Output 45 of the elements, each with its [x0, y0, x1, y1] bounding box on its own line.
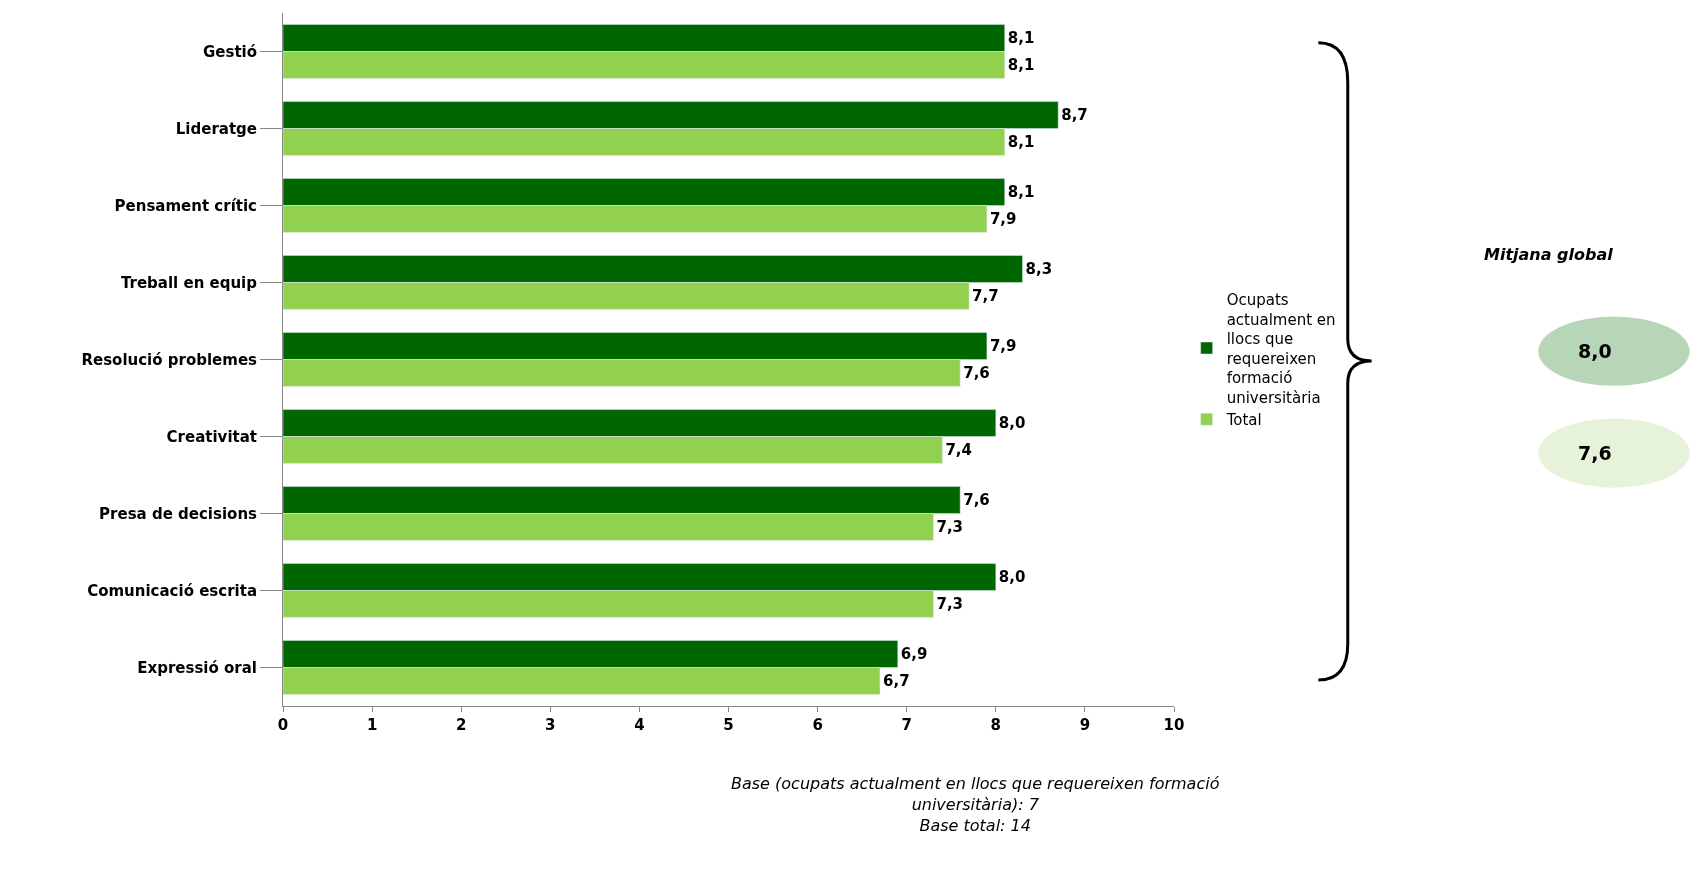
data-label: 7,9: [989, 209, 1017, 228]
data-label: 8,1: [1007, 183, 1035, 202]
text: Mitjana global: [1484, 245, 1614, 264]
x-tick-label: 3: [545, 716, 556, 734]
data-label: 6,9: [900, 645, 928, 664]
y-tick-label: Creativitat: [166, 427, 257, 446]
data-label: 7,3: [936, 517, 964, 536]
x-tick-label: 2: [455, 716, 467, 734]
text: Base total: 14: [919, 815, 1031, 835]
text: Base (ocupats actualment en llocs que requereixen formació universitària): 7: [731, 774, 1220, 814]
data-label: 7,6: [963, 491, 990, 510]
data-label: 7,6: [963, 363, 990, 382]
x-tick-label: 9: [1079, 716, 1091, 734]
data-label: 8,1: [1007, 55, 1035, 74]
data-label: 7,9: [989, 337, 1017, 356]
y-tick-label: Lideratge: [175, 119, 257, 138]
y-tick-label: Resolució problemes: [81, 350, 258, 369]
data-label: 7,4: [945, 440, 972, 459]
text: 7,6: [1578, 442, 1612, 464]
data-label: 8,1: [1007, 29, 1035, 48]
y-tick-label: Gestió: [202, 42, 257, 61]
x-tick-label: 10: [1163, 716, 1185, 734]
data-label: 8,0: [998, 414, 1026, 433]
x-tick-label: 0: [277, 716, 289, 734]
y-tick-label: Pensament crític: [114, 196, 257, 215]
y-tick-label: Presa de decisions: [99, 504, 258, 523]
x-tick-label: 5: [723, 716, 734, 734]
legend-label: Total: [1225, 411, 1262, 430]
data-label: 8,1: [1007, 132, 1035, 151]
y-tick-label: Treball en equip: [120, 273, 258, 292]
x-tick-label: 8: [990, 716, 1002, 734]
x-tick-label: 4: [634, 716, 645, 734]
legend-label: Ocupats actualment en llocs que requereixen formació universitària: [1226, 291, 1336, 407]
data-label: 6,7: [882, 671, 910, 690]
data-label: 8,3: [1025, 260, 1053, 279]
y-tick-label: Expressió oral: [137, 658, 257, 677]
x-tick-label: 6: [812, 716, 823, 734]
x-tick-label: 7: [901, 716, 912, 734]
data-label: 8,0: [998, 568, 1026, 587]
y-tick-label: Comunicació escrita: [87, 581, 257, 600]
data-label: 7,7: [972, 286, 999, 305]
x-tick-label: 1: [366, 716, 378, 734]
data-label: 7,3: [936, 594, 964, 613]
text: 8,0: [1578, 340, 1612, 362]
data-label: 8,7: [1061, 106, 1088, 125]
